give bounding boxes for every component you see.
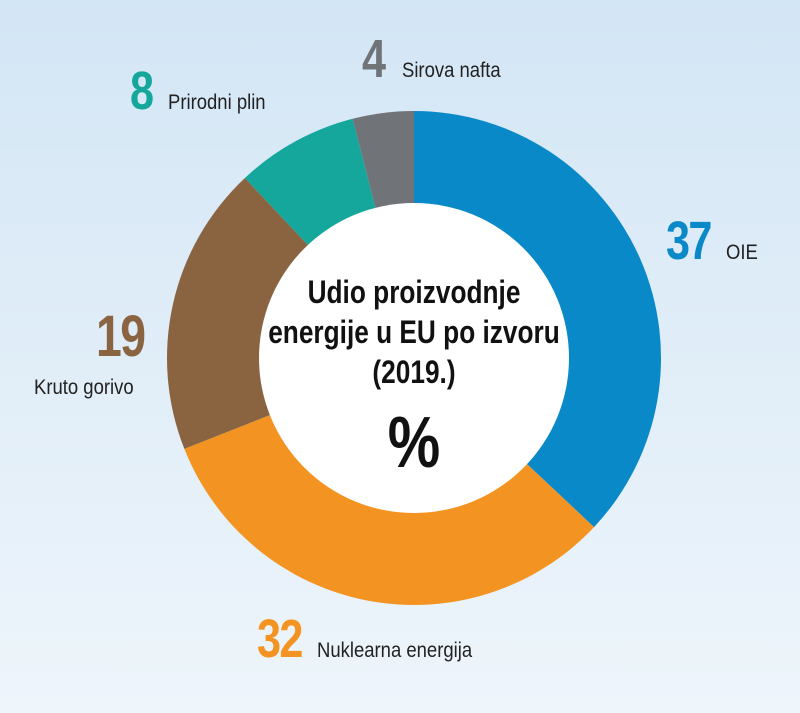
chart-title: Udio proizvodnje energije u EU po izvoru…: [268, 274, 560, 390]
label-oil: 4 Sirova nafta: [362, 29, 501, 89]
chart-unit: %: [387, 403, 441, 483]
label-gas: 8 Prirodni plin: [130, 61, 266, 121]
chart-center: Udio proizvodnje energije u EU po izvoru…: [266, 272, 561, 486]
donut-hole: [259, 203, 569, 513]
label-solid-fuel: 19 Kruto gorivo: [34, 304, 146, 400]
label-oie: 37 OIE: [666, 211, 758, 271]
label-nuclear: 32 Nuklearna energija: [257, 609, 473, 669]
